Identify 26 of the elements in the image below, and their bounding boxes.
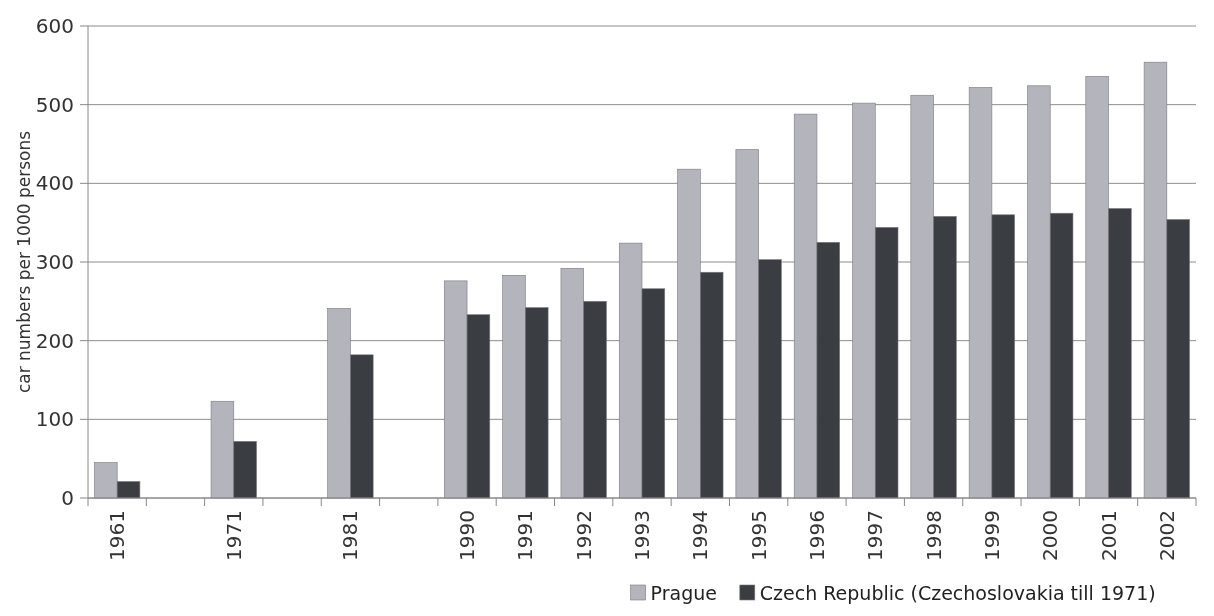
- x-tick-label: 1994: [688, 510, 713, 561]
- x-tick-label: 1971: [221, 510, 246, 561]
- legend-label: Prague: [650, 582, 717, 604]
- x-tick-label: 2001: [1096, 510, 1121, 561]
- y-tick-label: 100: [35, 407, 74, 432]
- x-tick-label: 1996: [804, 510, 829, 561]
- x-tick-label: 1961: [105, 510, 130, 561]
- y-tick-label: 0: [61, 486, 74, 510]
- x-tick-label: 1992: [571, 510, 596, 561]
- y-tick-label: 200: [35, 328, 74, 353]
- y-tick-label: 300: [35, 250, 74, 274]
- x-tick-label: 1999: [979, 510, 1004, 561]
- x-tick-label: 1993: [630, 510, 654, 561]
- y-tick-label: 400: [35, 171, 74, 196]
- x-tick-label: 2002: [1154, 510, 1179, 561]
- y-axis-title: car numbers per 1000 persons: [14, 130, 34, 394]
- x-tick-label: 2000: [1038, 510, 1063, 561]
- x-tick-label: 1990: [455, 510, 480, 561]
- x-tick-label: 1997: [863, 510, 888, 561]
- y-tick-label: 600: [35, 14, 74, 38]
- x-tick-label: 1998: [921, 510, 946, 561]
- x-tick-label: 1995: [746, 510, 771, 561]
- y-tick-label: 500: [35, 92, 74, 117]
- legend-label: Czech Republic (Czechoslovakia till 1971): [759, 582, 1156, 604]
- x-tick-label: 1981: [338, 510, 363, 561]
- x-tick-label: 1991: [513, 510, 538, 561]
